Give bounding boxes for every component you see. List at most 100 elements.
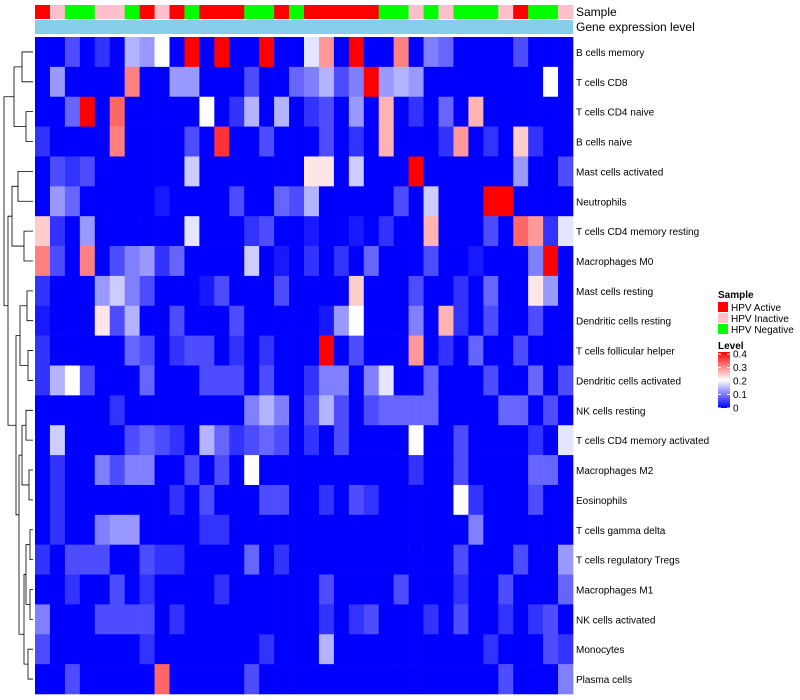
heatmap-cell — [109, 126, 125, 157]
heatmap-cell — [543, 305, 559, 336]
heatmap-cell — [423, 634, 439, 665]
heatmap-cell — [274, 66, 290, 98]
heatmap-cell — [393, 66, 409, 98]
heatmap-cell — [64, 186, 81, 217]
heatmap-cell — [558, 126, 574, 157]
heatmap-cell — [333, 305, 350, 336]
heatmap-cell — [318, 664, 335, 695]
heatmap-cell — [318, 395, 335, 426]
heatmap-cell — [468, 425, 484, 456]
heatmap-cell — [139, 96, 155, 127]
heatmap-cell — [184, 126, 200, 157]
heatmap-cell — [423, 96, 439, 127]
heatmap-cell — [244, 395, 260, 426]
heatmap-cell — [363, 455, 380, 486]
heatmap-cell — [348, 574, 365, 605]
heatmap-cell — [423, 275, 439, 307]
heatmap-cell — [229, 186, 245, 217]
heatmap-cell — [318, 186, 335, 217]
heatmap-cell — [244, 246, 260, 277]
heatmap-cell — [229, 156, 245, 187]
heatmap-cell — [378, 156, 394, 187]
heatmap-cell — [408, 126, 424, 157]
heatmap-cell — [513, 514, 529, 545]
heatmap-cell — [438, 37, 454, 68]
heatmap-cell — [229, 425, 245, 456]
sample-annotation-cell — [259, 5, 275, 19]
dendrogram-branch — [29, 589, 33, 620]
heatmap-cell — [498, 395, 514, 426]
heatmap-cell — [154, 305, 170, 336]
heatmap-cell — [64, 604, 81, 635]
heatmap-cell — [498, 246, 514, 277]
heatmap-cell — [378, 664, 394, 695]
heatmap-cell — [304, 246, 320, 277]
heatmap-cell — [109, 156, 125, 187]
heatmap-cell — [229, 96, 245, 127]
heatmap-cell — [244, 514, 260, 545]
heatmap-cell — [513, 664, 529, 695]
heatmap-cell — [304, 395, 320, 426]
heatmap-cell — [214, 484, 230, 516]
heatmap-cell — [453, 514, 469, 545]
heatmap-cell — [139, 216, 155, 247]
heatmap-cell — [199, 96, 215, 127]
heatmap-cell — [49, 246, 66, 277]
heatmap-cell — [154, 275, 170, 307]
heatmap-cell — [259, 395, 275, 426]
heatmap-cell — [348, 395, 365, 426]
heatmap-cell — [438, 455, 454, 486]
heatmap-cell — [543, 395, 559, 426]
heatmap-cell — [94, 126, 111, 157]
heatmap-cell — [124, 484, 140, 516]
heatmap-cell — [333, 395, 350, 426]
row-label: T cells CD8 — [576, 78, 628, 89]
heatmap-cell — [229, 335, 245, 366]
row-label: T cells gamma delta — [576, 526, 666, 537]
heatmap-cell — [199, 275, 215, 307]
heatmap-cell — [408, 246, 424, 277]
heatmap-cell — [558, 514, 574, 545]
heatmap-cell — [498, 66, 514, 98]
heatmap-cell — [304, 634, 320, 665]
heatmap-cell — [244, 66, 260, 98]
heatmap-cell — [393, 335, 409, 366]
heatmap-cell — [453, 216, 469, 247]
heatmap-cell — [94, 305, 111, 336]
heatmap-cell — [558, 275, 574, 307]
heatmap-cell — [35, 574, 51, 605]
heatmap-cell — [169, 37, 185, 68]
heatmap-cell — [229, 216, 245, 247]
heatmap-cell — [513, 96, 529, 127]
heatmap-cell — [35, 186, 51, 217]
heatmap-cell — [453, 186, 469, 217]
heatmap-cell — [49, 126, 66, 157]
heatmap-cell — [304, 604, 320, 635]
heatmap-cell — [348, 425, 365, 456]
heatmap-cell — [453, 156, 469, 187]
heatmap-cell — [259, 156, 275, 187]
heatmap-cell — [214, 37, 230, 68]
dendrogram-branch — [25, 111, 33, 142]
heatmap-cell — [35, 216, 51, 247]
heatmap-cell — [498, 604, 514, 635]
heatmap-cell — [558, 604, 574, 635]
heatmap-cell — [393, 484, 409, 516]
heatmap-cell — [109, 425, 125, 456]
heatmap-cell — [304, 275, 320, 307]
heatmap-cell — [318, 37, 335, 68]
heatmap-cell — [348, 37, 365, 68]
heatmap-cell — [35, 96, 51, 127]
heatmap-cell — [453, 634, 469, 665]
heatmap-cell — [259, 66, 275, 98]
heatmap-cell — [528, 365, 544, 396]
heatmap-cell — [49, 186, 66, 217]
heatmap-cell — [109, 96, 125, 127]
heatmap-cell — [124, 634, 140, 665]
sample-annotation-cell — [79, 5, 96, 19]
heatmap-cell — [199, 126, 215, 157]
heatmap-cell — [483, 484, 499, 516]
heatmap-cell — [528, 425, 544, 456]
heatmap-cell — [79, 425, 96, 456]
legend-level-colorbar — [718, 352, 730, 408]
